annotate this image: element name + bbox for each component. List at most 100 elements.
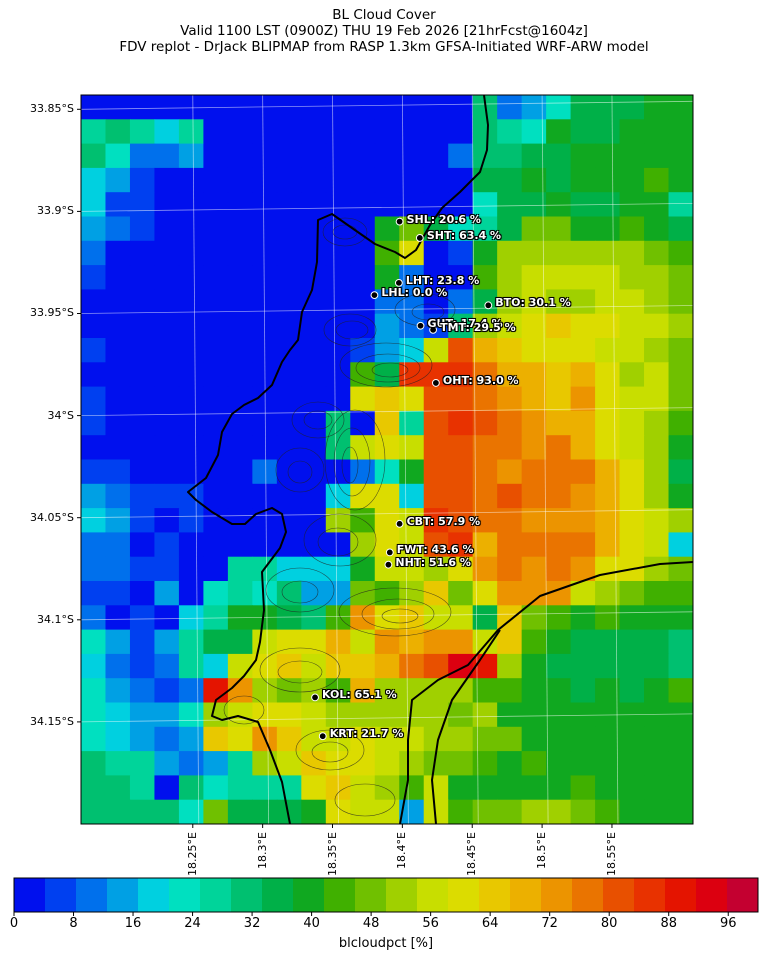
grid-cell <box>423 483 449 509</box>
grid-cell <box>570 410 596 436</box>
grid-cell <box>227 119 253 145</box>
grid-cell <box>203 483 229 509</box>
grid-cell <box>472 386 498 412</box>
grid-cell <box>521 313 547 339</box>
grid-cell <box>668 532 693 558</box>
grid-cell <box>644 362 670 388</box>
grid-cell <box>178 532 204 558</box>
grid-cell <box>350 799 376 824</box>
grid-cell <box>301 483 327 509</box>
grid-cell <box>252 289 278 315</box>
grid-cell <box>129 95 156 120</box>
grid-cell <box>448 459 474 485</box>
grid-cell <box>325 532 351 558</box>
grid-cell <box>570 338 596 363</box>
grid-cell <box>521 702 547 728</box>
colorbar-segment <box>417 878 449 912</box>
colorbar-tick-label: 16 <box>124 916 142 931</box>
grid-cell <box>81 265 107 290</box>
grid-cell <box>301 508 327 533</box>
grid-cell <box>81 751 107 776</box>
grid-cell <box>448 119 474 145</box>
grid-cell <box>374 386 400 412</box>
grid-cell <box>227 192 253 218</box>
grid-cell <box>644 581 670 606</box>
grid-cell <box>276 143 302 169</box>
grid-cell <box>129 289 156 315</box>
grid-cell <box>129 775 156 801</box>
grid-cell <box>448 751 474 776</box>
grid-cell <box>399 581 425 606</box>
grid-cell <box>423 702 449 728</box>
grid-cell <box>472 799 498 824</box>
colorbar-tick-label: 80 <box>600 916 618 931</box>
grid-cell <box>497 629 523 655</box>
grid-cell <box>129 265 156 290</box>
grid-cell <box>301 410 327 436</box>
grid-cell <box>105 167 131 193</box>
grid-cell <box>276 508 302 533</box>
colorbar-tick-label: 8 <box>69 916 78 931</box>
grid-cell <box>105 483 131 509</box>
grid-cell <box>399 508 425 533</box>
grid-cell <box>595 167 621 193</box>
grid-cell <box>350 435 376 461</box>
grid-cell <box>154 240 180 266</box>
station-label: KOL: 65.1 % <box>322 688 397 702</box>
grid-cell <box>619 629 645 655</box>
grid-cell <box>595 483 621 509</box>
grid-cell <box>497 289 523 315</box>
grid-cell <box>448 95 474 120</box>
grid-cell <box>448 775 474 801</box>
lon-tick-label: 18.4°E <box>395 832 409 869</box>
grid-cell <box>423 653 449 679</box>
grid-cell <box>252 192 278 218</box>
grid-cell <box>350 362 376 388</box>
colorbar-segment <box>200 878 232 912</box>
parallel-line <box>81 100 693 110</box>
grid-cell <box>521 386 547 412</box>
grid-cell <box>301 216 327 242</box>
grid-cell <box>276 459 302 485</box>
grid-cell <box>154 799 180 824</box>
grid-cell <box>178 726 204 752</box>
grid-cell <box>374 726 400 752</box>
grid-cell <box>374 410 400 436</box>
grid-cell <box>350 581 376 606</box>
grid-cell <box>497 119 523 145</box>
grid-cell <box>154 362 180 388</box>
grid-cell <box>129 459 156 485</box>
grid-cell <box>374 629 400 655</box>
parallel-line <box>81 305 693 314</box>
grid-cell <box>497 678 523 704</box>
grid-cell <box>325 483 351 509</box>
grid-cell <box>178 240 204 266</box>
grid-cell <box>301 313 327 339</box>
grid-cell <box>81 192 107 218</box>
grid-cell <box>619 483 645 509</box>
grid-cell <box>154 556 180 582</box>
grid-cell <box>521 459 547 485</box>
grid-cell <box>546 653 572 679</box>
grid-cell <box>497 483 523 509</box>
station-label: SHL: 20.6 % <box>406 212 481 226</box>
colorbar <box>13 877 759 916</box>
grid-cell <box>276 216 302 242</box>
grid-cell <box>178 362 204 388</box>
grid-cell <box>448 143 474 169</box>
colorbar-segment <box>293 878 325 912</box>
colorbar-segment <box>634 878 666 912</box>
grid-cell <box>644 313 670 339</box>
grid-cell <box>129 702 156 728</box>
grid-cell <box>668 678 693 704</box>
grid-cell <box>252 435 278 461</box>
grid-cell <box>595 289 621 315</box>
grid-cell <box>448 289 474 315</box>
grid-cell <box>178 410 204 436</box>
grid-cell <box>374 167 400 193</box>
grid-cell <box>227 265 253 290</box>
grid-cell <box>595 119 621 145</box>
figure-title: BL Cloud Cover Valid 1100 LST (0900Z) TH… <box>0 7 768 55</box>
station-label: GUT: 17.4 % <box>427 316 503 330</box>
grid-cell <box>227 435 253 461</box>
